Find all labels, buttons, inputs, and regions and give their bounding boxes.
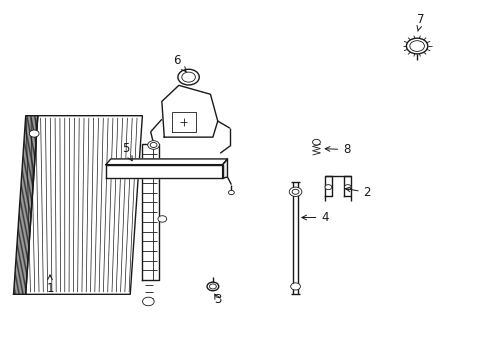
Polygon shape [162,85,217,137]
Polygon shape [26,116,142,294]
Text: 7: 7 [416,13,424,31]
Circle shape [142,297,154,306]
Polygon shape [324,176,331,196]
Polygon shape [106,165,222,178]
Circle shape [409,41,424,51]
Circle shape [290,283,300,290]
Text: 4: 4 [301,211,328,224]
Text: 1: 1 [46,275,54,296]
Circle shape [312,139,320,145]
Circle shape [288,187,301,197]
Text: 6: 6 [172,54,186,72]
Circle shape [291,189,298,194]
Circle shape [228,190,234,195]
Circle shape [29,130,39,137]
Circle shape [182,72,195,82]
Circle shape [344,185,350,190]
Text: 5: 5 [122,142,132,161]
Circle shape [406,38,427,54]
Polygon shape [344,176,351,196]
Circle shape [147,141,159,149]
Circle shape [158,216,166,222]
Text: 8: 8 [325,143,350,156]
Circle shape [206,282,218,291]
Text: 2: 2 [345,186,370,199]
Circle shape [150,143,157,148]
Circle shape [325,185,331,190]
Polygon shape [106,159,227,165]
Polygon shape [222,159,227,178]
Polygon shape [142,144,159,280]
Polygon shape [14,116,38,294]
Circle shape [209,284,216,289]
Circle shape [178,69,199,85]
Text: 3: 3 [214,293,221,306]
